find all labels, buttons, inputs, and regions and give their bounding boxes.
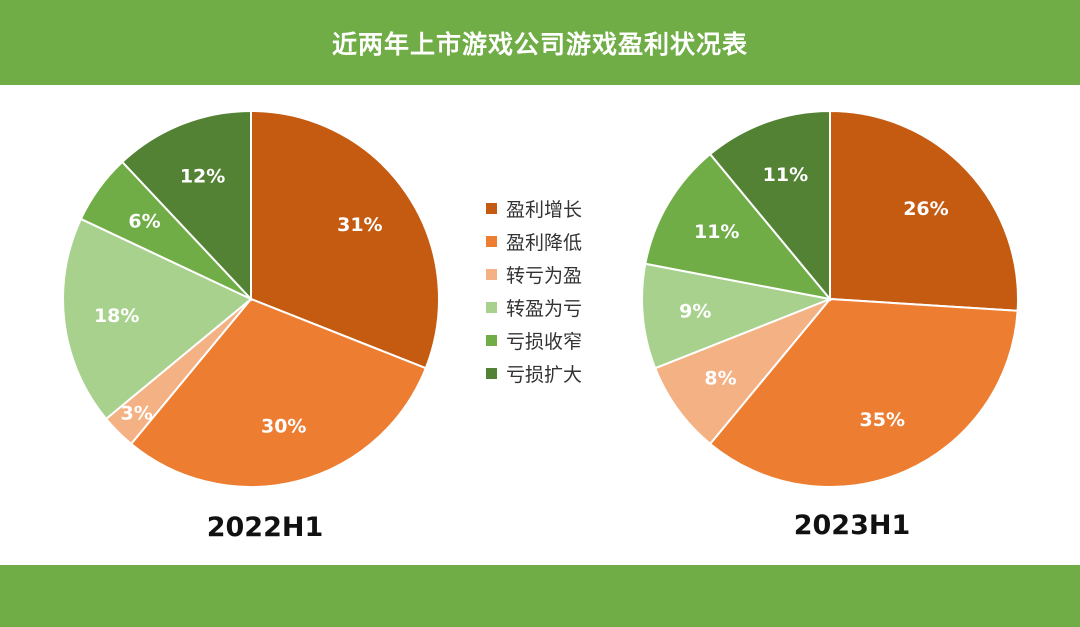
- legend-swatch: [486, 335, 497, 346]
- slice-label-2023h1-profit-to-loss: 9%: [679, 301, 711, 323]
- pie-slice-2023h1-profit-to-loss: [641, 262, 834, 370]
- pie-2023h1: 26% 35% 8% 9% 11% 11%: [641, 109, 1020, 488]
- legend-item-loss-narrow: 亏损收窄: [486, 329, 583, 353]
- legend-swatch: [486, 203, 497, 214]
- legend-label: 亏损收窄: [506, 331, 583, 353]
- chart-title-2023h1: 2023H1: [793, 510, 911, 541]
- legend-item-loss-to-profit: 转亏为盈: [486, 263, 583, 287]
- chart-title-2022h1: 2022H1: [206, 512, 324, 543]
- legend-item-profit-decline: 盈利降低: [486, 230, 583, 254]
- legend-label: 盈利增长: [506, 199, 583, 221]
- pie-slice-2023h1-loss-widen: [708, 109, 831, 302]
- slice-label-2023h1-profit-decline: 35%: [860, 409, 905, 431]
- pie-slice-2023h1-loss-narrow: [644, 152, 833, 301]
- slice-label-2023h1-loss-to-profit: 8%: [704, 368, 736, 390]
- slice-label-2022h1-profit-growth: 31%: [337, 214, 382, 236]
- legend-item-profit-to-loss: 转盈为亏: [486, 296, 583, 320]
- slice-label-2022h1-loss-narrow: 6%: [128, 211, 160, 233]
- pie-slice-2022h1-loss-widen: [120, 109, 252, 302]
- legend-swatch: [486, 269, 497, 280]
- legend-label: 转亏为盈: [506, 265, 583, 287]
- slice-label-2023h1-loss-narrow: 11%: [694, 221, 739, 243]
- pie-slice-2023h1-profit-growth: [829, 109, 1020, 312]
- legend-label: 转盈为亏: [506, 298, 583, 320]
- header-bar: 近两年上市游戏公司游戏盈利状况表: [0, 0, 1080, 85]
- slice-label-2022h1-profit-to-loss: 18%: [94, 305, 139, 327]
- slice-label-2022h1-profit-decline: 30%: [261, 415, 306, 437]
- pie-2022h1: 31% 30% 3% 18% 6% 12%: [62, 109, 440, 488]
- pie-slice-2022h1-profit-growth: [250, 109, 440, 370]
- legend-swatch: [486, 236, 497, 247]
- legend-swatch: [486, 302, 497, 313]
- slice-label-2022h1-loss-to-profit: 3%: [121, 402, 153, 424]
- chart-legend: 盈利增长盈利降低转亏为盈转盈为亏亏损收窄亏损扩大: [486, 197, 583, 386]
- slice-label-2023h1-loss-widen: 11%: [763, 164, 808, 186]
- legend-swatch: [486, 368, 497, 379]
- footer-bar: [0, 565, 1080, 627]
- slice-label-2022h1-loss-widen: 12%: [180, 166, 225, 188]
- legend-item-loss-widen: 亏损扩大: [486, 362, 583, 386]
- legend-label: 亏损扩大: [506, 364, 583, 386]
- pie-slice-2022h1-profit-to-loss: [62, 217, 253, 421]
- slice-label-2023h1-profit-growth: 26%: [903, 198, 948, 220]
- legend-label: 盈利降低: [506, 232, 583, 254]
- page-title: 近两年上市游戏公司游戏盈利状况表: [331, 29, 748, 59]
- pie-slice-2022h1-profit-decline: [129, 297, 428, 488]
- pie-slice-2023h1-loss-to-profit: [653, 298, 831, 446]
- pie-slice-2023h1-profit-decline: [708, 297, 1019, 488]
- legend-item-profit-growth: 盈利增长: [486, 197, 583, 221]
